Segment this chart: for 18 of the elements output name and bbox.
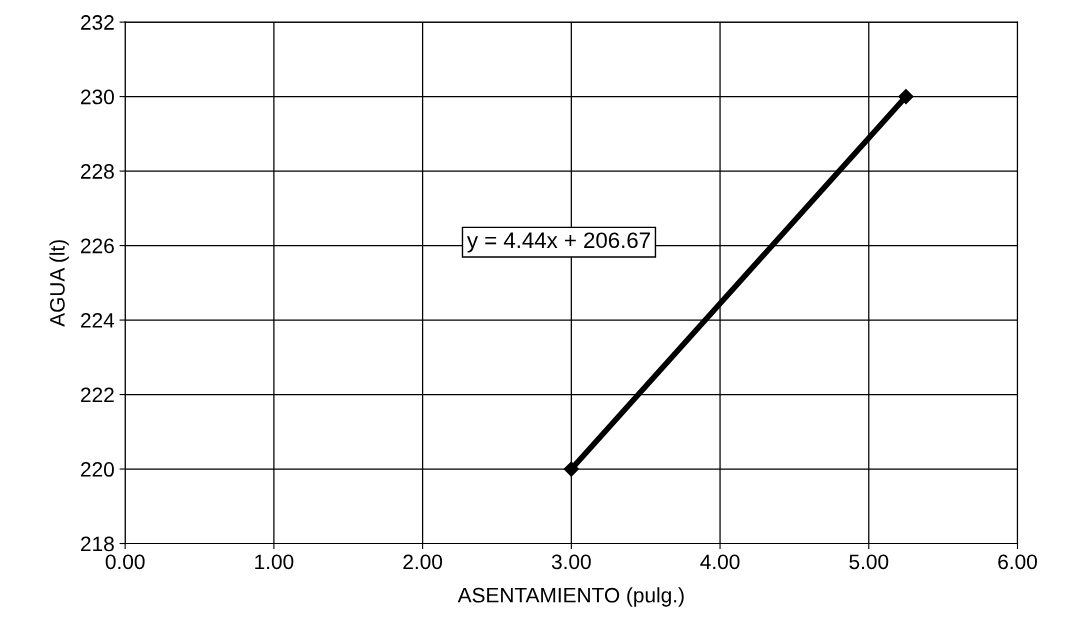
y-axis-title: AGUA (lt) xyxy=(49,240,69,327)
y-tick-label: 222 xyxy=(81,387,114,403)
y-tick-label: 218 xyxy=(81,536,114,552)
x-tick-label: 2.00 xyxy=(403,554,443,570)
x-tick-label: 6.00 xyxy=(998,554,1037,570)
annotation: y = 4.44x + 206.67 xyxy=(466,232,650,253)
y-tick-label: 226 xyxy=(81,238,114,254)
x-tick-label: 3.00 xyxy=(551,554,591,570)
x-tick-label: 1.00 xyxy=(255,554,294,570)
x-axis-title: ASENTAMIENTO (pulg.) xyxy=(457,587,684,607)
x-tick-label: 5.00 xyxy=(849,554,889,570)
y-tick-label: 232 xyxy=(81,15,114,30)
x-tick-label: 4.00 xyxy=(700,554,740,570)
x-tick-label: 0.00 xyxy=(105,554,145,570)
y-tick-label: 220 xyxy=(81,462,114,477)
y-tick-label: 228 xyxy=(81,164,114,179)
y-tick-label: 224 xyxy=(81,313,115,328)
y-tick-label: 230 xyxy=(81,89,114,105)
